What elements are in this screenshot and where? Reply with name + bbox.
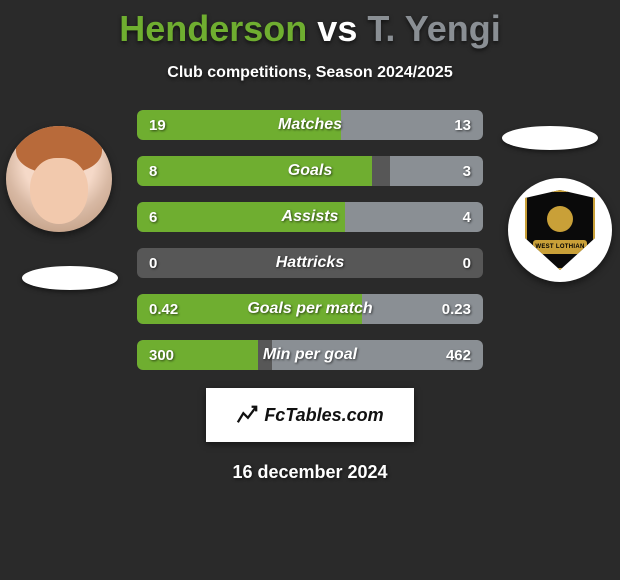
player2-name: T. Yengi <box>367 8 500 49</box>
avatar-face <box>30 158 88 224</box>
player2-club-badge: WEST LOTHIAN <box>508 178 612 282</box>
subtitle: Club competitions, Season 2024/2025 <box>0 64 620 82</box>
player1-club-placeholder <box>22 266 118 290</box>
stat-label: Goals <box>137 162 483 180</box>
stat-label: Assists <box>137 208 483 226</box>
stat-label: Matches <box>137 116 483 134</box>
stat-label: Min per goal <box>137 346 483 364</box>
club-band-text: WEST LOTHIAN <box>533 240 587 254</box>
club-shield: WEST LOTHIAN <box>525 190 595 270</box>
stat-value-right: 0 <box>463 255 471 272</box>
player1-avatar <box>6 126 112 232</box>
stat-label: Hattricks <box>137 254 483 272</box>
vs-text: vs <box>317 8 357 49</box>
stat-value-right: 462 <box>446 347 471 364</box>
stats-container: 19Matches13 8Goals3 6Assists4 0Hattricks0 0.… <box>137 110 483 370</box>
stat-row: 0Hattricks0 <box>137 248 483 278</box>
logo-text: FcTables.com <box>264 405 383 426</box>
stat-row: 0.42Goals per match0.23 <box>137 294 483 324</box>
club-crest <box>547 206 573 232</box>
stat-label: Goals per match <box>137 300 483 318</box>
stat-value-right: 4 <box>463 209 471 226</box>
player2-avatar-placeholder <box>502 126 598 150</box>
stat-row: 8Goals3 <box>137 156 483 186</box>
stat-row: 6Assists4 <box>137 202 483 232</box>
stat-value-right: 3 <box>463 163 471 180</box>
infographic-date: 16 december 2024 <box>0 462 620 483</box>
stat-row: 300Min per goal462 <box>137 340 483 370</box>
fctables-logo: FcTables.com <box>206 388 414 442</box>
player1-name: Henderson <box>119 8 307 49</box>
stat-row: 19Matches13 <box>137 110 483 140</box>
stat-value-right: 0.23 <box>442 301 471 318</box>
chart-icon <box>236 404 258 426</box>
comparison-title: Henderson vs T. Yengi <box>0 0 620 50</box>
stat-value-right: 13 <box>454 117 471 134</box>
